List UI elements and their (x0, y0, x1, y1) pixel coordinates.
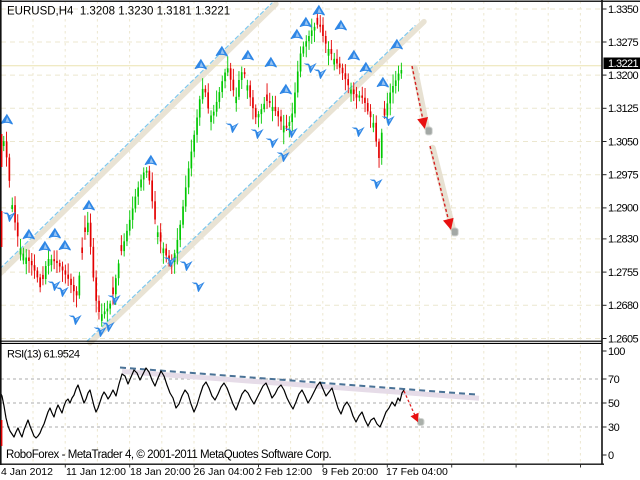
svg-text:1.2605: 1.2605 (608, 333, 639, 345)
svg-text:1.2900: 1.2900 (608, 203, 639, 215)
svg-text:0: 0 (608, 450, 614, 462)
svg-text:RSI(13) 61.9524: RSI(13) 61.9524 (7, 349, 80, 361)
svg-text:2 Feb 12:00: 2 Feb 12:00 (256, 466, 312, 478)
svg-text:26 Jan 04:00: 26 Jan 04:00 (194, 466, 255, 478)
svg-text:100: 100 (608, 346, 625, 358)
svg-text:EURUSD,H4 1.3208 1.3230 1.318: EURUSD,H4 1.3208 1.3230 1.3181 1.3221 (7, 6, 230, 18)
svg-text:50: 50 (608, 398, 620, 410)
svg-text:1.2975: 1.2975 (608, 170, 639, 182)
svg-text:RoboForex - MetaTrader 4, © 20: RoboForex - MetaTrader 4, © 2001-2011 Me… (6, 449, 332, 461)
svg-text:1.3050: 1.3050 (608, 136, 639, 148)
svg-text:11 Jan 12:00: 11 Jan 12:00 (66, 466, 126, 478)
svg-text:4 Jan 2012: 4 Jan 2012 (1, 466, 53, 478)
svg-text:1.3350: 1.3350 (608, 4, 639, 16)
svg-text:1.2755: 1.2755 (608, 267, 639, 279)
svg-text:1.3275: 1.3275 (608, 37, 639, 49)
svg-text:1.2680: 1.2680 (608, 300, 639, 312)
svg-text:18 Jan 20:00: 18 Jan 20:00 (130, 466, 191, 478)
svg-text:9 Feb 20:00: 9 Feb 20:00 (322, 466, 378, 478)
svg-text:1.3221: 1.3221 (608, 58, 639, 70)
svg-text:1.2830: 1.2830 (608, 234, 639, 246)
svg-text:1.3200: 1.3200 (608, 70, 639, 82)
svg-text:17 Feb 04:00: 17 Feb 04:00 (386, 466, 448, 478)
svg-text:1.3125: 1.3125 (608, 103, 639, 115)
svg-text:70: 70 (608, 374, 620, 386)
svg-text:30: 30 (608, 422, 620, 434)
